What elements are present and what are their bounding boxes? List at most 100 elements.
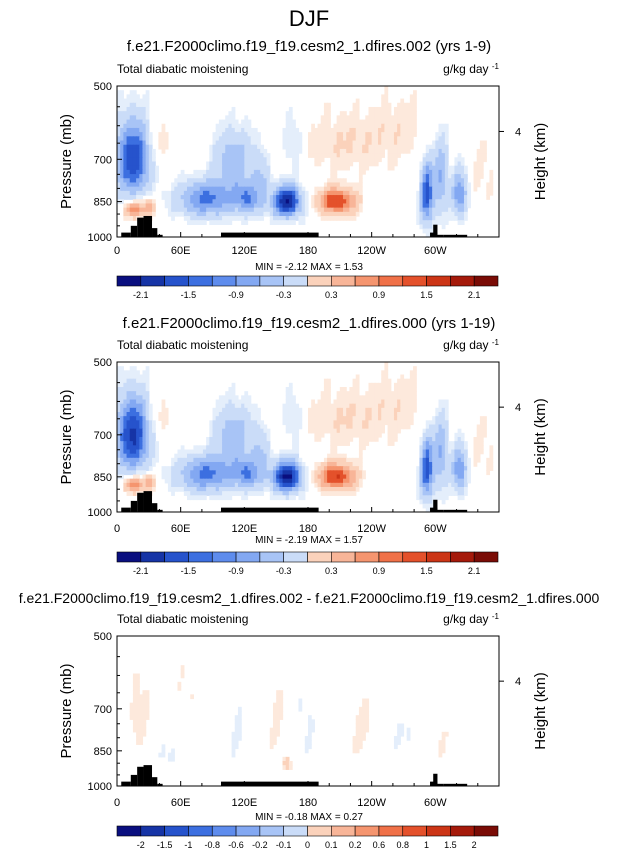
field-cell (349, 136, 354, 142)
field-cell (355, 748, 360, 754)
field-cell (397, 416, 401, 421)
field-cell (416, 495, 421, 501)
field-cell (142, 382, 147, 388)
field-cell (441, 403, 446, 409)
field-cell (393, 382, 398, 388)
field-cell (400, 132, 405, 137)
field-cell (479, 153, 484, 158)
field-cell (295, 132, 300, 137)
field-cell (387, 428, 392, 434)
field-cell (425, 211, 430, 217)
field-cell (476, 441, 481, 446)
field-cell (298, 491, 303, 496)
field-cell (448, 182, 452, 188)
field-cell (231, 399, 236, 405)
field-cell (132, 466, 137, 471)
field-cell (269, 731, 274, 737)
field-cell (129, 715, 134, 720)
field-cell (117, 115, 121, 121)
field-cell (362, 719, 366, 725)
field-cell (444, 144, 449, 150)
field-cell (212, 178, 217, 184)
field-cell (314, 478, 319, 484)
field-cell (120, 94, 124, 100)
field-cell (432, 186, 436, 192)
field-cell (285, 407, 290, 413)
field-cell (343, 403, 347, 409)
field-cell (352, 420, 357, 426)
field-cell (126, 106, 131, 112)
field-cell (225, 453, 230, 459)
field-cell (215, 136, 220, 142)
field-cell (358, 190, 363, 196)
field-cell (295, 403, 300, 409)
field-cell (311, 727, 315, 733)
field-cell (139, 106, 144, 112)
field-cell (145, 437, 150, 442)
field-cell (314, 482, 319, 488)
colorbar-box (235, 275, 261, 287)
field-cell (333, 211, 338, 217)
field-cell (323, 182, 328, 188)
field-cell (247, 132, 252, 137)
field-cell (397, 127, 401, 133)
field-cell (282, 127, 287, 133)
field-cell (209, 169, 214, 175)
field-cell (234, 441, 239, 446)
field-cell (288, 424, 293, 430)
field-cell (368, 382, 373, 388)
field-cell (339, 391, 344, 396)
field-cell (276, 495, 280, 501)
field-cell (362, 407, 366, 413)
field-cell (343, 462, 347, 467)
field-cell (381, 123, 385, 129)
field-cell (358, 420, 363, 426)
field-cell (460, 491, 465, 496)
field-cell (231, 216, 236, 221)
field-cell (463, 186, 468, 192)
field-cell (428, 228, 433, 234)
field-cell (257, 457, 261, 463)
field-cell (260, 487, 265, 492)
field-cell (161, 748, 166, 754)
field-cell (212, 157, 217, 163)
field-cell (451, 182, 456, 188)
field-label: Total diabatic moistening (117, 338, 248, 352)
field-cell (432, 148, 436, 154)
field-cell (234, 186, 239, 192)
field-cell (132, 432, 137, 438)
field-cell (371, 157, 376, 163)
field-cell (339, 207, 344, 213)
field-cell (129, 470, 134, 476)
field-cell (378, 136, 382, 142)
field-cell (145, 407, 150, 413)
field-cell (276, 182, 280, 188)
field-cell (225, 136, 230, 142)
field-cell (368, 432, 373, 438)
field-cell (183, 190, 188, 196)
field-cell (387, 378, 392, 384)
field-cell (126, 445, 131, 451)
field-cell (314, 157, 319, 163)
field-cell (419, 437, 424, 442)
field-cell (253, 445, 258, 451)
field-cell (406, 119, 411, 125)
field-cell (314, 199, 319, 205)
field-cell (228, 441, 233, 446)
field-cell (441, 499, 446, 505)
field-cell (152, 453, 156, 459)
field-cell (441, 211, 446, 217)
field-cell (346, 482, 350, 488)
field-cell (215, 453, 220, 459)
field-cell (129, 424, 134, 430)
field-cell (276, 711, 280, 716)
field-cell (463, 216, 468, 221)
field-cell (126, 165, 131, 171)
field-cell (148, 403, 153, 409)
field-cell (187, 190, 191, 196)
field-cell (142, 474, 147, 480)
field-cell (132, 374, 137, 380)
field-cell (343, 211, 347, 217)
field-cell (218, 144, 223, 150)
field-cell (272, 723, 277, 729)
